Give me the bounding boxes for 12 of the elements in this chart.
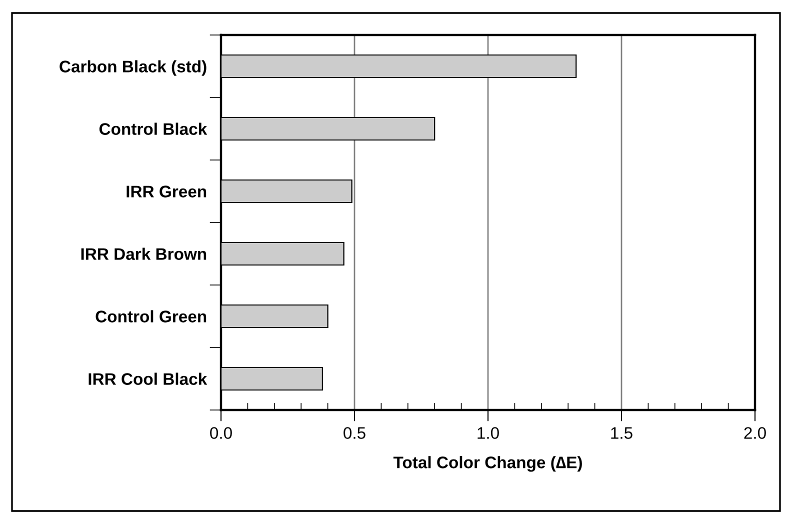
y-tick-label: IRR Dark Brown xyxy=(81,248,206,260)
x-tick-label: 1.0 xyxy=(478,427,499,439)
y-tick-label: IRR Green xyxy=(126,186,206,198)
x-tick-label: 0.0 xyxy=(210,427,232,439)
y-tick-label: Control Green xyxy=(96,310,206,322)
y-tick-label: IRR Cool Black xyxy=(88,372,208,385)
y-tick-label: Control Black xyxy=(99,122,208,135)
y-tick-label: Carbon Black (std) xyxy=(60,60,206,76)
x-tick-label: 1.5 xyxy=(611,427,632,439)
x-tick-label: 2.0 xyxy=(744,427,766,439)
x-tick-label: 0.5 xyxy=(344,427,366,439)
x-axis-title: Total Color Change (∆E) xyxy=(393,456,582,472)
